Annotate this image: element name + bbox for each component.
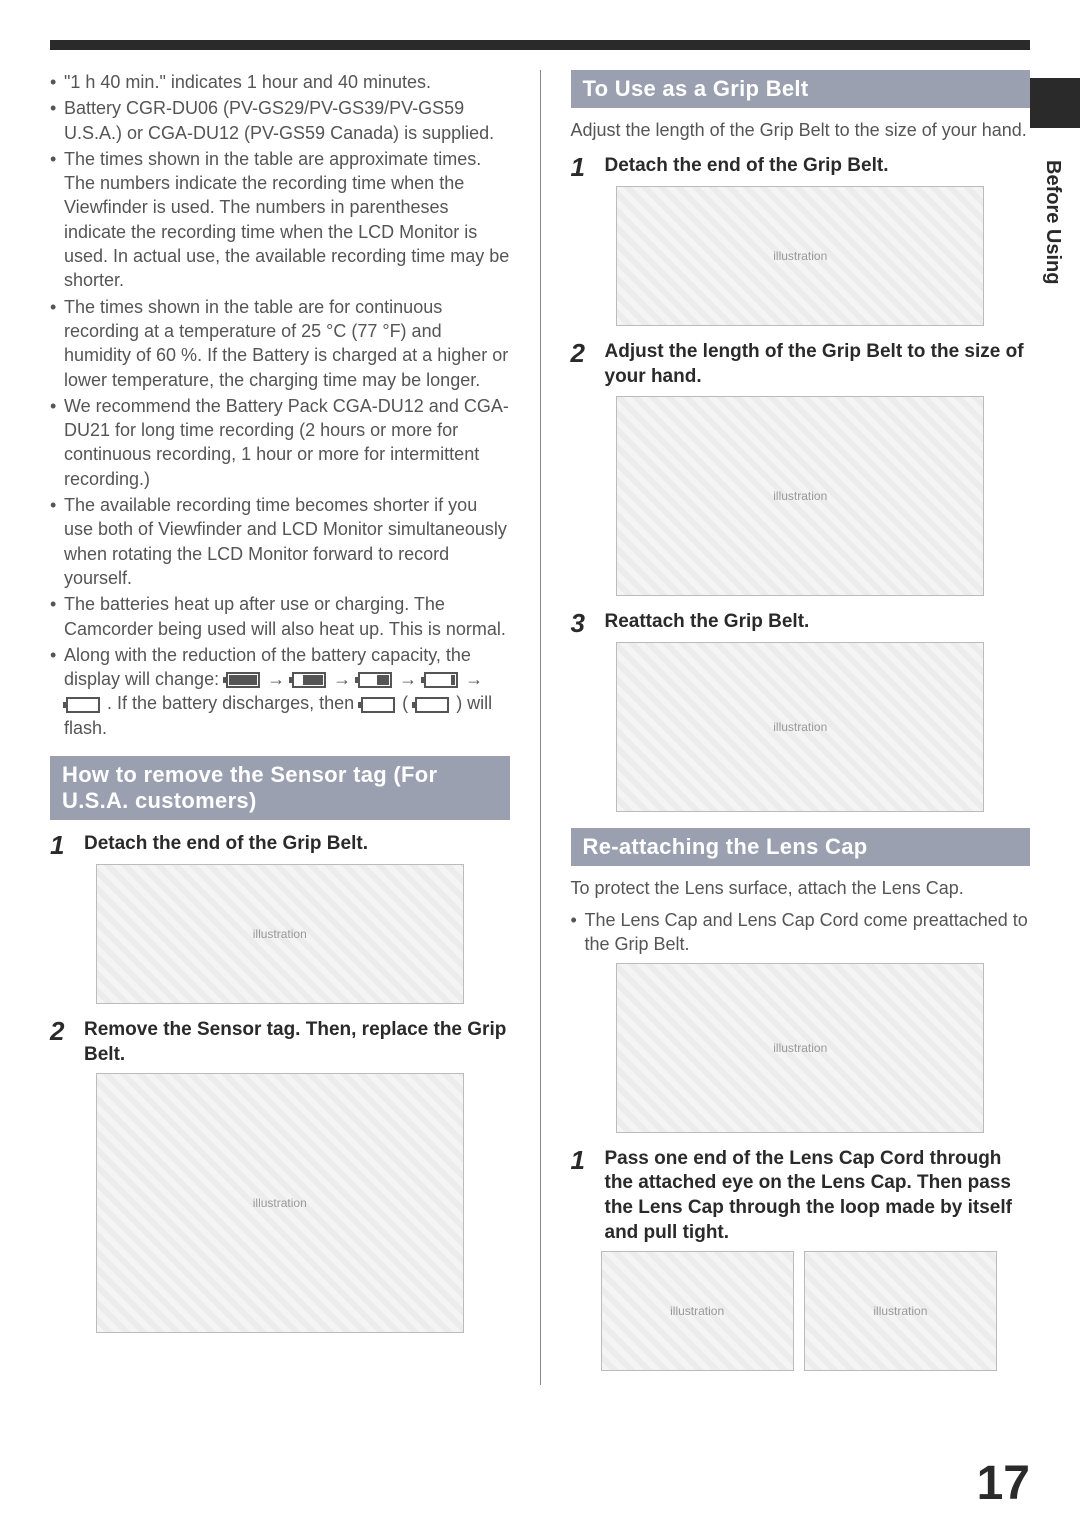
- step-number: 1: [50, 832, 72, 858]
- grip-belt-header: To Use as a Grip Belt: [571, 70, 1031, 108]
- note-item: Battery CGR-DU06 (PV-GS29/PV-GS39/PV-GS5…: [50, 96, 510, 145]
- illustration-grip-detach: illustration: [616, 186, 984, 326]
- step-text: Detach the end of the Grip Belt.: [84, 832, 368, 857]
- step-number: 3: [571, 610, 593, 636]
- content-columns: "1 h 40 min." indicates 1 hour and 40 mi…: [50, 70, 1030, 1385]
- illustration-grip-reattach: illustration: [616, 642, 984, 812]
- left-column: "1 h 40 min." indicates 1 hour and 40 mi…: [50, 70, 510, 1385]
- note-item: We recommend the Battery Pack CGA-DU12 a…: [50, 394, 510, 491]
- step: 3 Reattach the Grip Belt.: [571, 610, 1031, 636]
- lens-cap-bullets: The Lens Cap and Lens Cap Cord come prea…: [571, 908, 1031, 957]
- lens-cap-intro: To protect the Lens surface, attach the …: [571, 876, 1031, 900]
- illustration-pair: illustration illustration: [601, 1251, 1031, 1371]
- illustration-lens-cord-b: illustration: [804, 1251, 997, 1371]
- step-text: Detach the end of the Grip Belt.: [605, 154, 889, 179]
- lens-cap-bullet: The Lens Cap and Lens Cap Cord come prea…: [571, 908, 1031, 957]
- edge-marker: [1030, 78, 1080, 128]
- illustration-grip-adjust: illustration: [616, 396, 984, 596]
- step-text: Reattach the Grip Belt.: [605, 610, 810, 635]
- battery-icon-0c: [415, 697, 449, 713]
- battery-text-a: Along with the reduction of the battery …: [64, 645, 471, 689]
- step-text: Adjust the length of the Grip Belt to th…: [605, 340, 1031, 389]
- page-number: 17: [977, 1456, 1030, 1511]
- step: 1 Pass one end of the Lens Cap Cord thro…: [571, 1147, 1031, 1246]
- illustration-detach-belt: illustration: [96, 864, 464, 1004]
- sensor-tag-header: How to remove the Sensor tag (For U.S.A.…: [50, 756, 510, 820]
- step-number: 2: [571, 340, 593, 366]
- step-text: Remove the Sensor tag. Then, replace the…: [84, 1018, 510, 1067]
- note-item-battery: Along with the reduction of the battery …: [50, 643, 510, 740]
- notes-list: "1 h 40 min." indicates 1 hour and 40 mi…: [50, 70, 510, 740]
- battery-icon-0: [66, 697, 100, 713]
- grip-belt-intro: Adjust the length of the Grip Belt to th…: [571, 118, 1031, 142]
- lens-cap-header: Re-attaching the Lens Cap: [571, 828, 1031, 866]
- battery-icon-1: [424, 672, 458, 688]
- step: 2 Adjust the length of the Grip Belt to …: [571, 340, 1031, 389]
- right-column: To Use as a Grip Belt Adjust the length …: [571, 70, 1031, 1385]
- illustration-lens-cap: illustration: [616, 963, 984, 1133]
- section-tab: Before Using: [1041, 160, 1064, 284]
- battery-icon-2: [358, 672, 392, 688]
- step-number: 1: [571, 154, 593, 180]
- note-item: The available recording time becomes sho…: [50, 493, 510, 590]
- note-item: The times shown in the table are approxi…: [50, 147, 510, 293]
- top-rule: [50, 40, 1030, 50]
- battery-icon-3: [292, 672, 326, 688]
- note-item: "1 h 40 min." indicates 1 hour and 40 mi…: [50, 70, 510, 94]
- note-item: The batteries heat up after use or charg…: [50, 592, 510, 641]
- step: 2 Remove the Sensor tag. Then, replace t…: [50, 1018, 510, 1067]
- column-divider: [540, 70, 541, 1385]
- illustration-remove-sensor: illustration: [96, 1073, 464, 1333]
- step-number: 2: [50, 1018, 72, 1044]
- battery-icon-4: [226, 672, 260, 688]
- step-number: 1: [571, 1147, 593, 1173]
- step: 1 Detach the end of the Grip Belt.: [50, 832, 510, 858]
- step: 1 Detach the end of the Grip Belt.: [571, 154, 1031, 180]
- note-item: The times shown in the table are for con…: [50, 295, 510, 392]
- battery-icon-0b: [361, 697, 395, 713]
- battery-text-b: . If the battery discharges, then: [107, 693, 359, 713]
- step-text: Pass one end of the Lens Cap Cord throug…: [605, 1147, 1031, 1246]
- illustration-lens-cord-a: illustration: [601, 1251, 794, 1371]
